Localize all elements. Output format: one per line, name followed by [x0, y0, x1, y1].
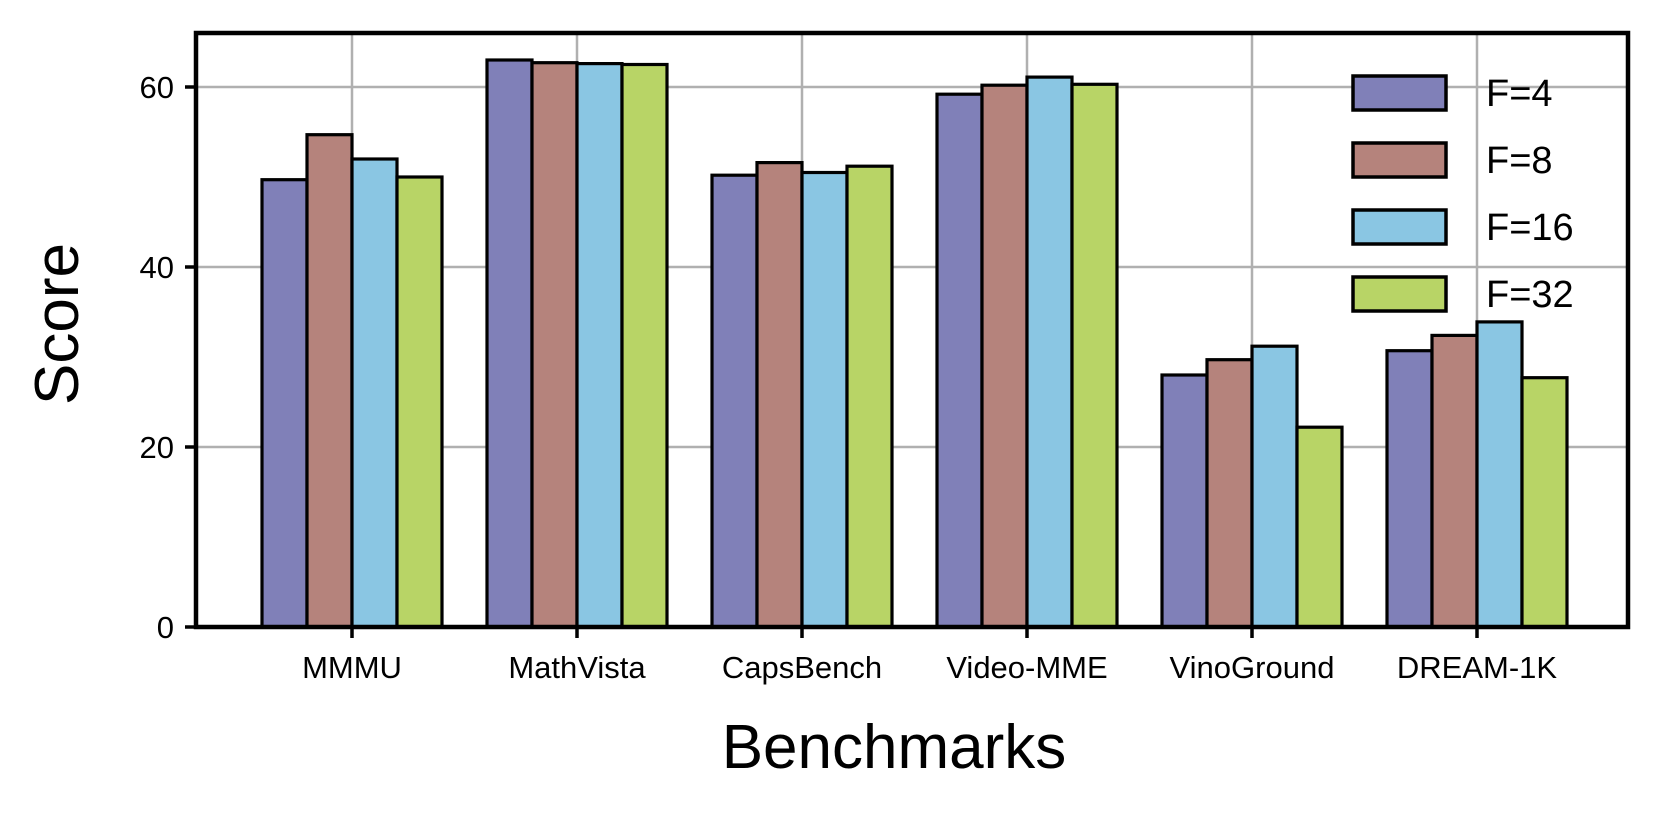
bar: [1475, 320, 1524, 629]
bar: [935, 92, 984, 629]
bar: [980, 83, 1029, 629]
legend-label: F=16: [1486, 207, 1574, 249]
legend-swatch: [1351, 74, 1448, 112]
y-tick-label: 20: [140, 430, 174, 465]
bar: [1205, 358, 1254, 629]
bar: [710, 173, 759, 629]
bar: [1385, 349, 1434, 629]
bar: [1025, 75, 1074, 629]
bar: [1250, 344, 1299, 629]
x-tick-label: DREAM-1K: [1397, 650, 1558, 685]
x-tick-label: Video-MME: [946, 650, 1107, 685]
bar: [395, 175, 444, 629]
x-axis-ticks: MMMU MathVista CapsBench Video-MME VinoGroun…: [302, 627, 1557, 685]
x-tick-label: VinoGround: [1170, 650, 1335, 685]
bar: [530, 61, 579, 629]
bar: [1520, 376, 1569, 629]
bars: [260, 58, 1569, 629]
y-axis-ticks: 0 20 40 60: [140, 70, 196, 645]
y-tick-label: 60: [140, 70, 174, 105]
bar: [485, 58, 534, 629]
bar: [800, 170, 849, 629]
legend-swatch: [1351, 275, 1448, 313]
x-tick-label: CapsBench: [722, 650, 882, 685]
legend-label: F=32: [1486, 274, 1574, 316]
y-axis-title: Score: [23, 243, 92, 405]
bar: [1430, 333, 1479, 629]
legend-label: F=4: [1486, 73, 1553, 115]
x-tick-label: MMMU: [302, 650, 402, 685]
bar: [575, 61, 624, 629]
bar: [755, 161, 804, 629]
bar: [260, 178, 309, 629]
legend: F=4 F=8 F=16 F=32: [1351, 73, 1574, 316]
y-tick-label: 40: [140, 250, 174, 285]
bar: [1295, 425, 1344, 629]
legend-swatch: [1351, 141, 1448, 179]
y-tick-label: 0: [157, 610, 174, 645]
bar: [305, 133, 354, 629]
bar: [620, 62, 669, 629]
bar: [350, 157, 399, 629]
bar: [1070, 82, 1119, 629]
legend-swatch: [1351, 208, 1448, 246]
bar: [1160, 373, 1209, 629]
bar: [845, 164, 894, 629]
plot-frame: [193, 30, 1631, 630]
x-tick-label: MathVista: [508, 650, 646, 685]
x-axis-title: Benchmarks: [722, 713, 1067, 782]
legend-label: F=8: [1486, 140, 1553, 182]
